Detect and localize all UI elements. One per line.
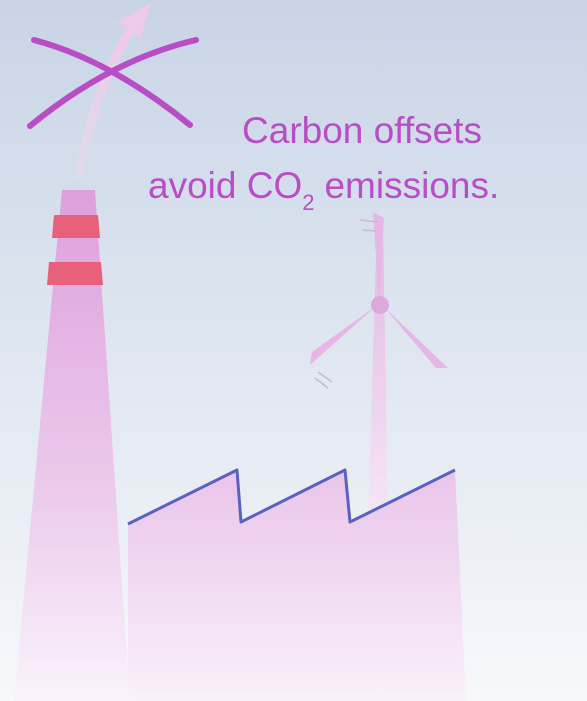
caption-text: emissions. — [324, 165, 499, 206]
illustration: Carbon offsets avoid CO2 emissions. — [0, 0, 587, 701]
chimney-band — [52, 215, 100, 238]
caption-line: Carbon offsets — [242, 110, 482, 151]
caption-subscript: 2 — [302, 190, 314, 215]
factory — [128, 470, 466, 701]
turbine-hub — [371, 296, 389, 314]
caption-text: avoid CO — [148, 165, 302, 206]
chimney-band — [47, 262, 103, 285]
